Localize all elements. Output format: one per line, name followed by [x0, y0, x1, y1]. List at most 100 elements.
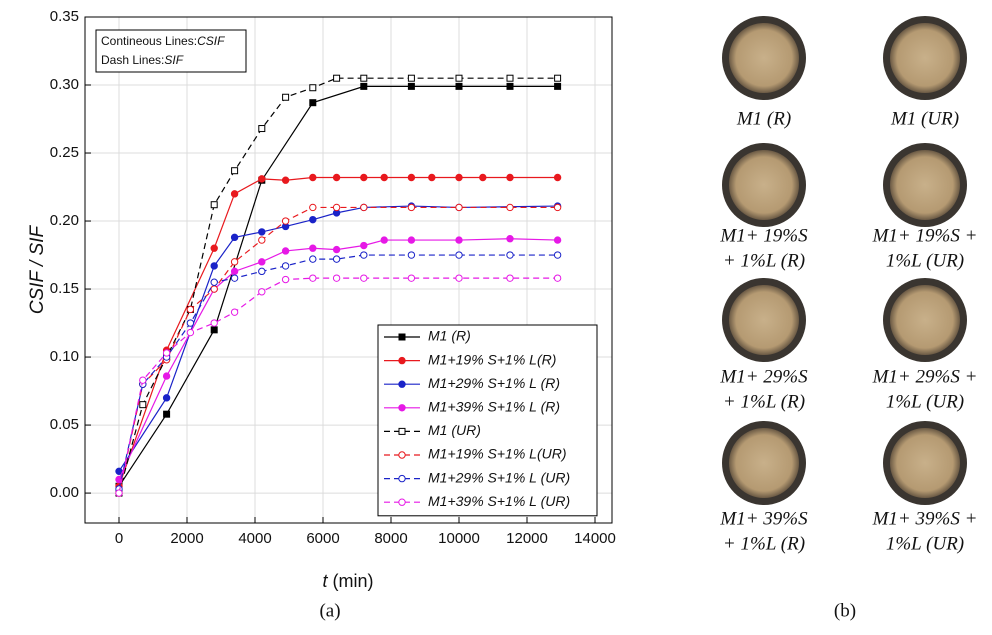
legend-label: M1 (R)	[428, 328, 471, 344]
marker	[507, 236, 513, 242]
marker	[211, 327, 217, 333]
marker	[507, 83, 513, 89]
marker	[334, 75, 340, 81]
marker	[361, 275, 367, 281]
marker	[554, 174, 560, 180]
marker	[231, 309, 237, 315]
marker	[231, 234, 237, 240]
x-tick-label: 14000	[574, 530, 616, 547]
marker	[259, 176, 265, 182]
marker	[187, 320, 193, 326]
marker	[231, 275, 237, 281]
legend-label: M1+19% S+1% L(R)	[428, 351, 556, 367]
marker	[310, 174, 316, 180]
sample-soil	[729, 150, 799, 220]
marker	[456, 252, 462, 258]
photo-caption: 1%L (UR)	[886, 533, 964, 554]
photo-caption: M1+ 29%S	[719, 366, 808, 387]
marker	[554, 237, 560, 243]
marker	[282, 276, 288, 282]
marker	[232, 168, 238, 174]
marker	[361, 252, 367, 258]
marker	[231, 268, 237, 274]
legend-label: M1+19% S+1% L(UR)	[428, 446, 567, 462]
marker	[259, 268, 265, 274]
marker	[310, 256, 316, 262]
marker	[116, 490, 122, 496]
marker	[408, 204, 414, 210]
marker	[310, 100, 316, 106]
x-axis-label: t (min)	[322, 571, 373, 591]
photo-caption: M1+ 19%S	[719, 225, 808, 246]
marker	[164, 411, 170, 417]
marker	[333, 275, 339, 281]
marker	[456, 204, 462, 210]
marker	[507, 204, 513, 210]
legend-label: M1+39% S+1% L (R)	[428, 399, 560, 415]
marker	[140, 402, 146, 408]
photo-caption: M1+ 29%S +	[872, 366, 978, 387]
legend-marker	[399, 428, 405, 434]
marker	[507, 174, 513, 180]
sample-soil	[890, 285, 960, 355]
legend-marker	[399, 405, 405, 411]
figure: (a) (b) CSIF / SIF t (min) 0.000.050.100…	[0, 0, 992, 635]
marker	[361, 174, 367, 180]
sample-soil	[729, 285, 799, 355]
marker	[259, 289, 265, 295]
x-tick-label: 8000	[374, 530, 407, 547]
legend-marker	[399, 475, 405, 481]
legend-label: M1+29% S+1% L (UR)	[428, 469, 570, 485]
marker	[507, 252, 513, 258]
sample-soil	[890, 428, 960, 498]
marker	[381, 237, 387, 243]
marker	[333, 256, 339, 262]
photo-caption: + 1%L (R)	[723, 533, 805, 554]
y-tick-label: 0.30	[50, 76, 79, 93]
x-axis-label-unit: (min)	[333, 571, 374, 591]
annotation-text: Dash Lines:	[101, 53, 164, 67]
marker	[163, 395, 169, 401]
marker	[310, 204, 316, 210]
photo-caption: 1%L (UR)	[886, 250, 964, 271]
marker	[408, 275, 414, 281]
marker	[555, 75, 561, 81]
marker	[408, 252, 414, 258]
marker	[333, 174, 339, 180]
marker	[361, 75, 367, 81]
legend-marker	[399, 357, 405, 363]
photo-caption: M1+ 19%S +	[872, 225, 978, 246]
marker	[456, 237, 462, 243]
legend-label: M1 (UR)	[428, 422, 481, 438]
marker	[429, 174, 435, 180]
sample-soil	[890, 150, 960, 220]
marker	[259, 259, 265, 265]
marker	[310, 245, 316, 251]
marker	[211, 202, 217, 208]
sample-soil	[890, 23, 960, 93]
marker	[456, 75, 462, 81]
marker	[163, 350, 169, 356]
marker	[408, 83, 414, 89]
legend-label: M1+39% S+1% L (UR)	[428, 493, 570, 509]
legend-marker	[399, 452, 405, 458]
x-tick-label: 10000	[438, 530, 480, 547]
marker	[231, 259, 237, 265]
marker	[259, 237, 265, 243]
annotation-italic: CSIF	[197, 34, 225, 48]
marker	[283, 94, 289, 100]
x-axis-label-italic: t	[322, 571, 328, 591]
x-tick-label: 4000	[238, 530, 271, 547]
y-tick-label: 0.00	[50, 484, 79, 501]
marker	[282, 177, 288, 183]
marker	[554, 252, 560, 258]
photo-caption: + 1%L (R)	[723, 250, 805, 271]
marker	[282, 263, 288, 269]
photo-caption: + 1%L (R)	[723, 391, 805, 412]
marker	[282, 218, 288, 224]
photo-caption: M1 (UR)	[890, 108, 959, 129]
marker	[554, 275, 560, 281]
annotation-text: Contineous Lines:	[101, 34, 197, 48]
marker	[310, 85, 316, 91]
marker	[259, 229, 265, 235]
